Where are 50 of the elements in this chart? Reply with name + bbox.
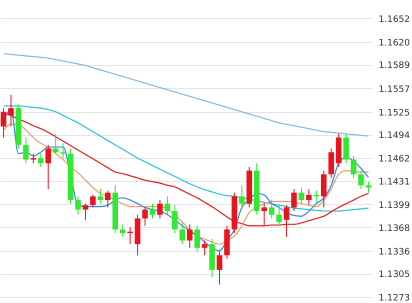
candlestick [127,226,133,245]
y-tick-label: 1.1557 [378,84,410,95]
candlestick [157,200,163,219]
y-tick-label: 1.1399 [378,200,410,211]
candlestick [179,222,186,245]
y-tick-label: 1.1589 [378,61,410,72]
candlestick [314,190,320,204]
y-tick-label: 1.1525 [378,108,410,118]
candlestick [75,196,81,216]
candlestick [320,170,327,208]
y-tick-label: 1.1462 [378,154,410,165]
candlestick [52,133,58,154]
candlestick [186,224,193,248]
candlestick [358,170,364,190]
candlestick [30,153,36,164]
candlestick [276,204,282,226]
candlestick [150,203,156,219]
candlestick [194,225,200,252]
candlestick [90,194,96,208]
y-tick-label: 1.1368 [378,224,410,234]
candlestick [291,188,297,212]
y-tick-label: 1.1431 [378,177,410,188]
candlestick [366,181,372,194]
candlestick [202,240,208,256]
y-tick-label: 1.1652 [378,14,410,25]
y-tick-label: 1.1305 [378,270,410,280]
candlestick [120,224,126,238]
y-tick-label: 1.1620 [378,38,410,48]
candlestick [98,188,104,204]
candlestick [164,196,170,216]
candlestick [350,155,356,178]
candlestick [306,188,312,206]
candlestick [38,152,44,168]
y-tick-label: 1.1273 [378,294,410,303]
candlestick [105,190,111,208]
line-series [2,53,370,137]
candlestick [298,187,304,204]
y-tick-label: 1.1494 [378,131,410,142]
candlestick [82,203,88,220]
y-tick-label: 1.1336 [378,247,410,258]
candlestick [216,251,222,286]
candlestick [45,144,52,190]
candlestick [239,184,245,208]
candlestick [343,133,349,164]
candlestick [172,204,178,234]
candlestick [268,200,274,219]
candlestick [142,206,148,226]
candlestick [60,142,66,159]
candlestick [23,137,29,164]
candlestick [328,148,334,178]
